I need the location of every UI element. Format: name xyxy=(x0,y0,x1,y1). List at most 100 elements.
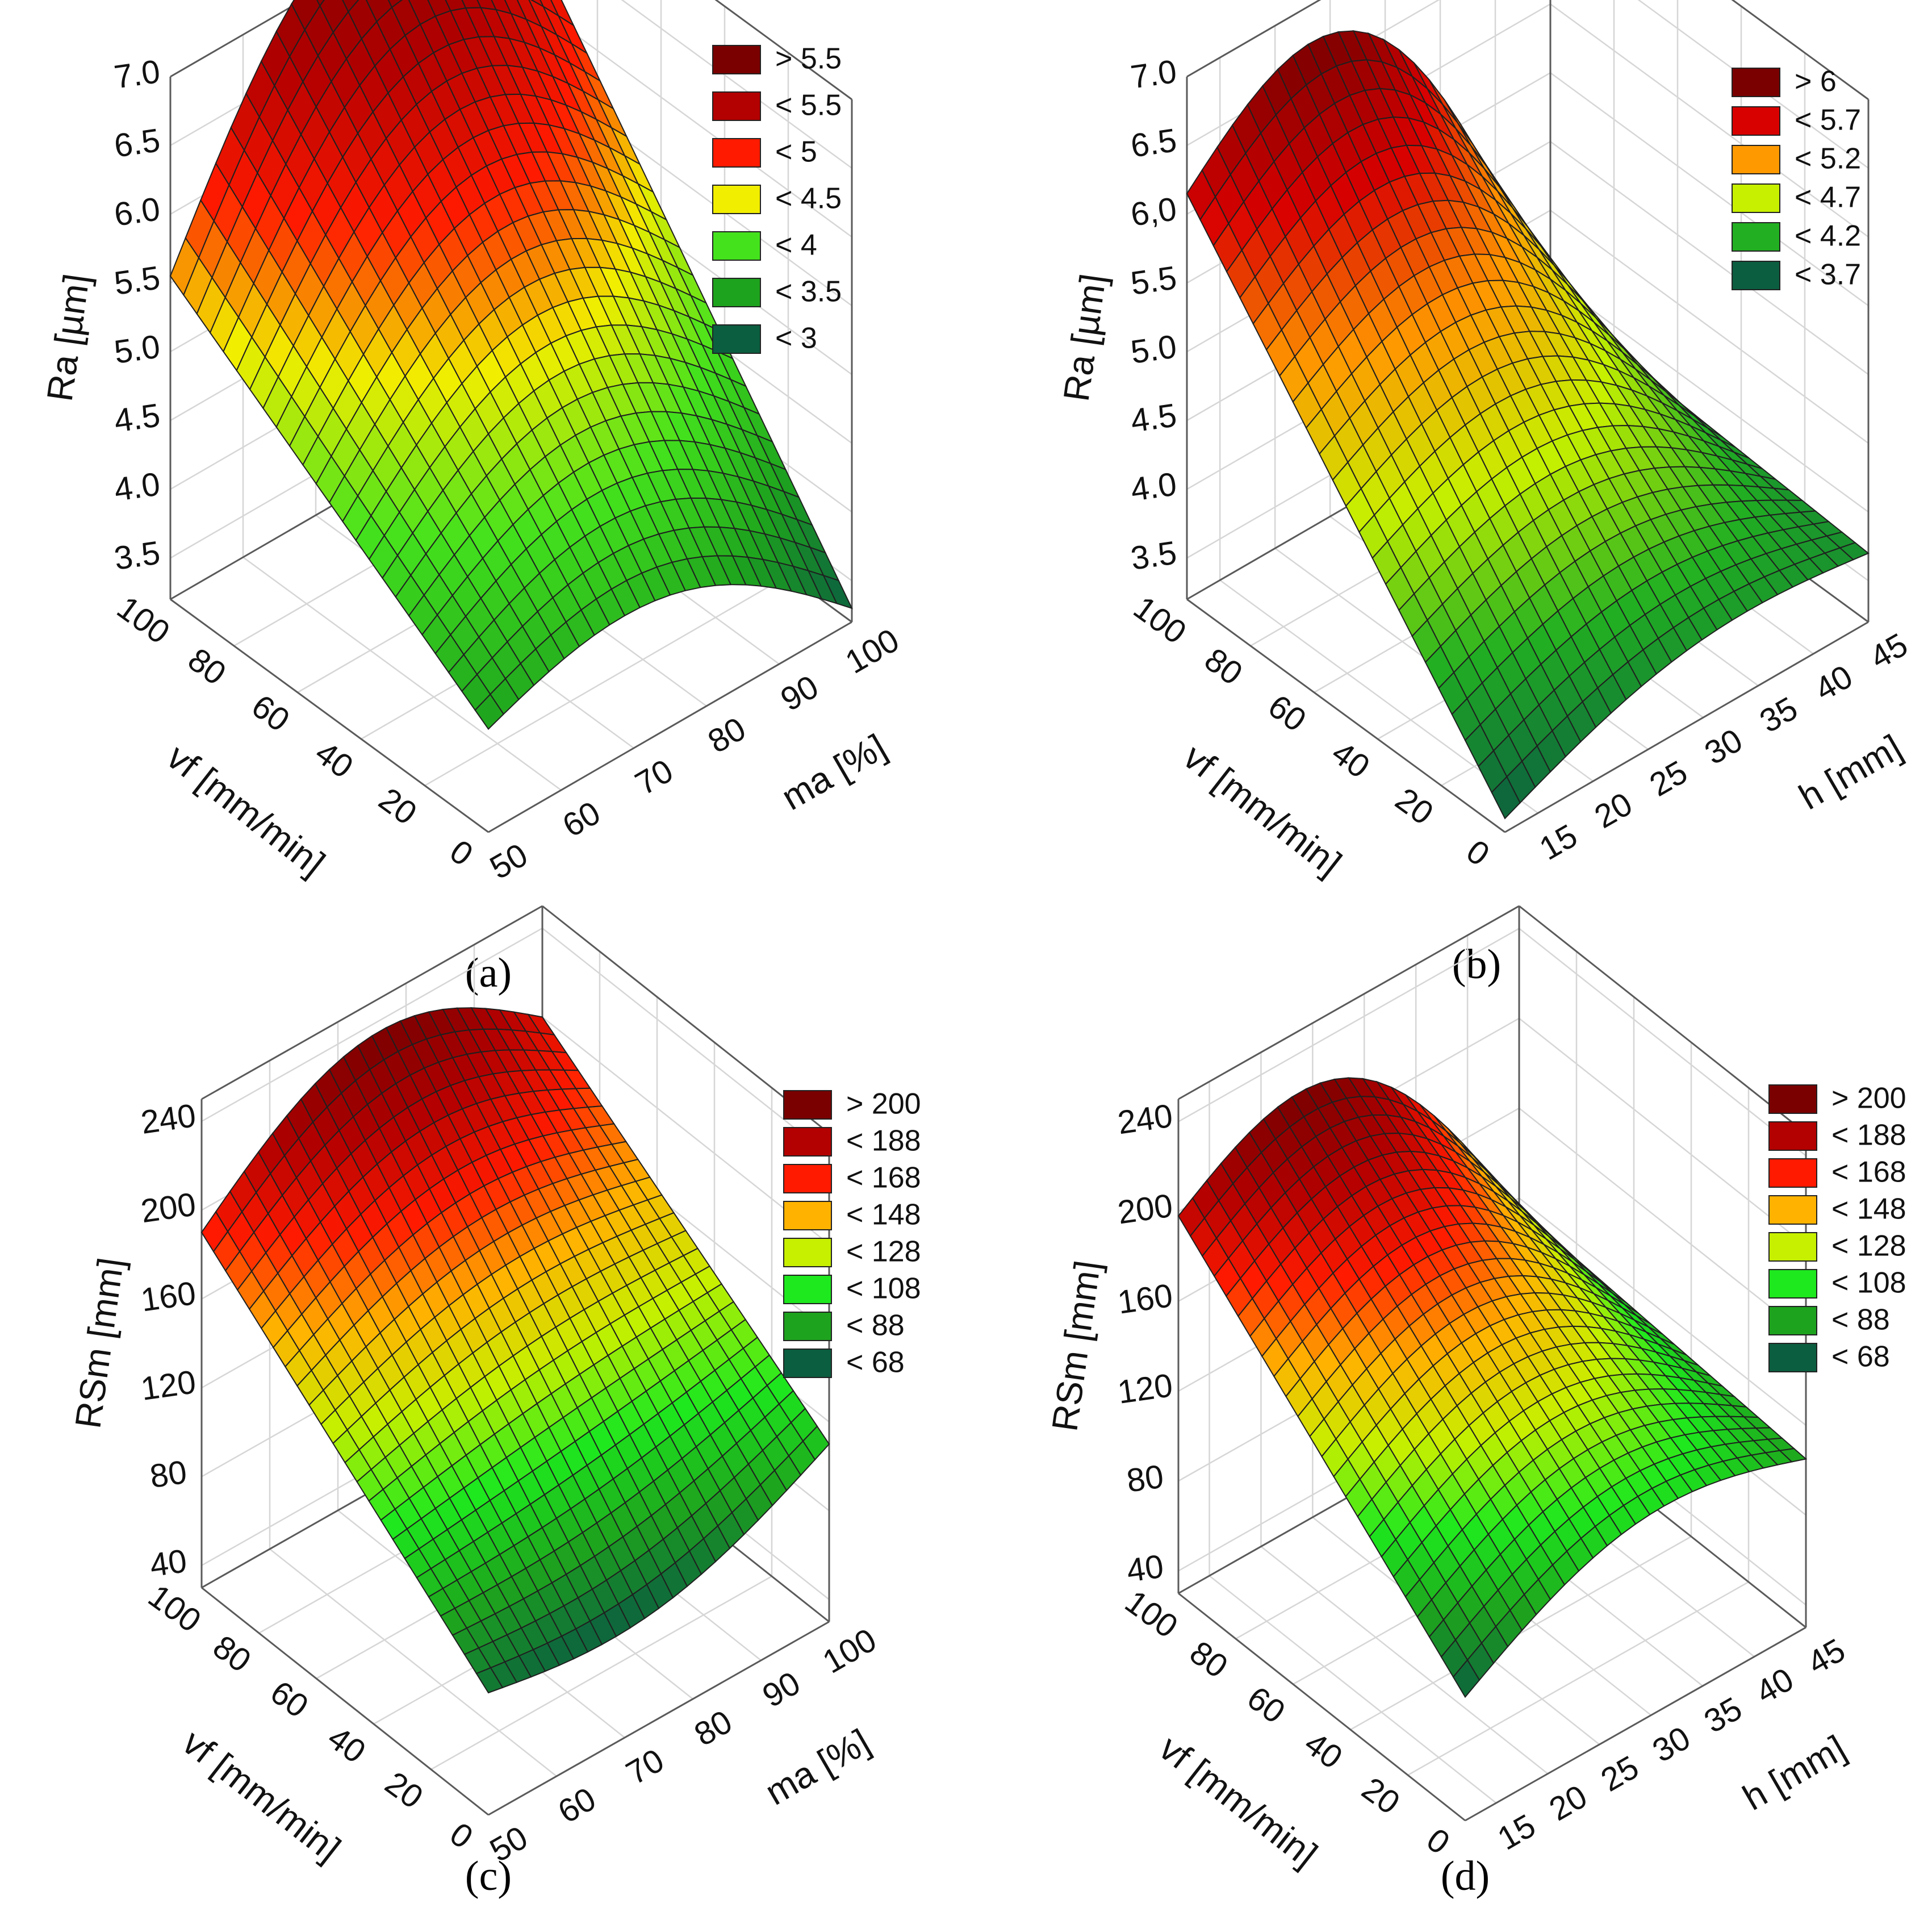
legend-label: < 5.7 xyxy=(1795,104,1861,137)
tick-labels: 4080120160200240020406080100506070809010… xyxy=(139,1097,883,1869)
z-tick-label: 240 xyxy=(1115,1097,1175,1141)
y-tick-label: 60 xyxy=(1261,687,1312,739)
legend-swatch xyxy=(783,1238,832,1267)
z-tick-label: 200 xyxy=(1115,1187,1175,1231)
z-tick-label: 3.5 xyxy=(1128,534,1179,577)
z-axis-label: Ra [µm] xyxy=(1056,272,1114,404)
surface-patch xyxy=(316,0,325,7)
z-tick-label: 4.5 xyxy=(1128,396,1179,440)
legend-swatch xyxy=(783,1201,832,1230)
gridline-floor-x xyxy=(1260,1546,1549,1775)
surface-patch xyxy=(474,693,504,730)
frame-edge xyxy=(488,1621,830,1816)
legend-label: < 5.2 xyxy=(1795,143,1861,176)
frame-edge xyxy=(488,621,852,833)
x-tick-label: 90 xyxy=(756,1664,806,1715)
x-tick-label: 20 xyxy=(1543,1778,1593,1828)
x-tick-label: 45 xyxy=(1801,1631,1851,1682)
legend-swatch xyxy=(1768,1269,1817,1299)
x-tick-label: 70 xyxy=(620,1742,670,1792)
x-tick-label: 15 xyxy=(1491,1807,1541,1857)
y-tick-label: 100 xyxy=(1118,1583,1185,1645)
panel-caption: (b) xyxy=(1452,941,1501,988)
legend-label: < 168 xyxy=(846,1162,921,1195)
legend-swatch xyxy=(712,45,761,74)
legend-label: < 88 xyxy=(1831,1304,1890,1337)
surface-mesh xyxy=(200,1007,830,1694)
legend-label: < 4.7 xyxy=(1795,181,1861,214)
legend-label: < 88 xyxy=(846,1309,905,1342)
legend-label: < 3.7 xyxy=(1795,258,1861,291)
x-tick-label: 20 xyxy=(1588,785,1638,836)
x-tick-label: 60 xyxy=(557,794,607,845)
legend-swatch xyxy=(783,1090,832,1120)
legend-label: < 108 xyxy=(1831,1267,1906,1300)
legend-label: < 148 xyxy=(846,1199,921,1231)
y-axis-label: vf [mm/min] xyxy=(160,736,333,884)
frame-edge xyxy=(1186,598,1506,833)
z-tick-label: 80 xyxy=(148,1454,189,1495)
legend-swatch xyxy=(1732,68,1780,97)
legend-swatch xyxy=(712,231,761,261)
frame-edge xyxy=(1465,1626,1806,1822)
x-tick-label: 40 xyxy=(1809,658,1859,708)
y-tick-label: 20 xyxy=(372,780,423,832)
legend-swatch xyxy=(1732,106,1780,136)
x-tick-label: 15 xyxy=(1533,817,1583,867)
y-tick-label: 80 xyxy=(1183,1634,1234,1685)
legend-label: < 168 xyxy=(1831,1156,1906,1189)
frame-edge xyxy=(1178,1592,1466,1822)
z-tick-label: 3.5 xyxy=(112,534,162,577)
gridline-floor-x xyxy=(269,1548,557,1777)
z-tick-label: 200 xyxy=(139,1185,198,1230)
z-tick-label: 4.0 xyxy=(1128,465,1179,508)
frame-edge xyxy=(201,1587,489,1816)
legend-label: < 128 xyxy=(846,1235,921,1268)
y-tick-label: 60 xyxy=(264,1673,315,1725)
z-tick-label: 40 xyxy=(1124,1548,1166,1589)
legend: > 200 < 188 < 168 < 148 < 128 < 108 < 88 < 68 xyxy=(1768,1082,1906,1374)
surface-patch xyxy=(1491,775,1521,820)
x-tick-label: 60 xyxy=(552,1780,602,1831)
legend-label: < 4.2 xyxy=(1795,220,1861,253)
legend-swatch xyxy=(1768,1343,1817,1372)
legend-swatch xyxy=(712,138,761,168)
z-tick-label: 160 xyxy=(1115,1277,1175,1321)
z-tick-label: 5.0 xyxy=(1128,328,1179,371)
frame-edge xyxy=(1504,621,1869,833)
x-axis-label: ma [%] xyxy=(758,1721,876,1813)
legend-swatch xyxy=(712,185,761,214)
x-tick-label: 80 xyxy=(688,1703,738,1754)
frame-edge xyxy=(201,905,543,1100)
surface-mesh xyxy=(1186,30,1870,820)
panel-caption: (a) xyxy=(465,950,512,996)
x-tick-label: 25 xyxy=(1644,753,1693,804)
y-tick-label: 60 xyxy=(245,687,296,739)
z-tick-label: 5.5 xyxy=(112,259,162,302)
z-tick-label: 240 xyxy=(139,1097,198,1141)
z-tick-label: 6.0 xyxy=(112,190,162,233)
legend-swatch xyxy=(712,324,761,354)
legend-swatch xyxy=(1732,261,1780,290)
legend-swatch xyxy=(783,1275,832,1304)
surface-mesh xyxy=(1177,1077,1808,1698)
y-tick-label: 40 xyxy=(321,1719,372,1771)
surface-mesh xyxy=(169,0,853,730)
x-tick-label: 45 xyxy=(1864,626,1914,677)
legend-label: < 4.5 xyxy=(775,182,842,215)
y-tick-label: 100 xyxy=(141,1577,208,1639)
legend-label: > 5.5 xyxy=(775,43,842,76)
surface-patch xyxy=(475,1667,504,1694)
legend-label: < 68 xyxy=(1831,1341,1890,1374)
z-axis-label: RSm [mm] xyxy=(1044,1258,1108,1434)
legend-label: > 6 xyxy=(1795,65,1837,98)
legend-swatch xyxy=(1768,1306,1817,1335)
x-tick-label: 100 xyxy=(839,621,905,681)
x-tick-label: 30 xyxy=(1646,1719,1696,1770)
frame-edge xyxy=(1519,905,1806,1134)
gridline-floor-x xyxy=(1208,1575,1497,1804)
legend-label: < 5 xyxy=(775,136,817,169)
z-tick-label: 120 xyxy=(139,1363,198,1408)
legend: > 6 < 5.7 < 5.2 < 4.7 < 4.2 < 3.7 xyxy=(1732,65,1861,291)
